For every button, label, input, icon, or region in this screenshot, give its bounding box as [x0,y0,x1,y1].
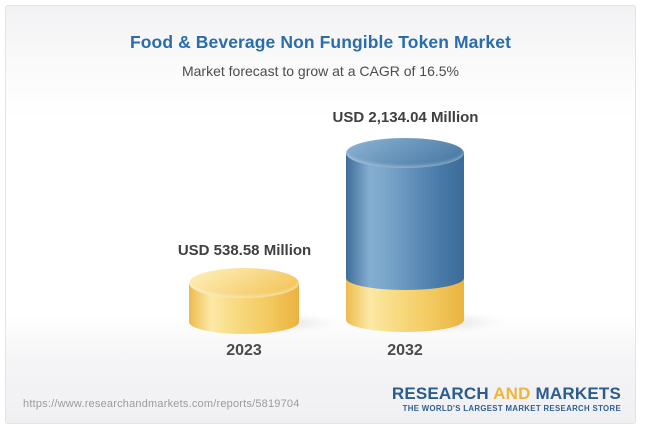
chart-subtitle: Market forecast to grow at a CAGR of 16.… [181,63,459,79]
chart-title: Food & Beverage Non Fungible Token Marke… [129,32,512,52]
bar-2032-top-cap [346,138,464,168]
logo-word-markets: MARKETS [535,384,621,403]
report-url: https://www.researchandmarkets.com/repor… [23,398,300,410]
bar-2032 [346,138,464,332]
logo-word-research: RESEARCH [391,384,489,403]
value-label-2023: USD 538.58 Million [177,242,312,259]
x-axis-label-2032: 2032 [387,342,423,359]
x-axis-label-2023: 2023 [226,342,262,359]
research-and-markets-logo: RESEARCH AND MARKETS THE WORLD'S LARGEST… [391,384,621,413]
bar-2023 [189,268,299,334]
logo-tagline: THE WORLD'S LARGEST MARKET RESEARCH STOR… [402,403,621,413]
bar-2032-growth-segment [346,153,464,290]
logo-word-and: AND [493,384,531,403]
chart-card: Food & Beverage Non Fungible Token Marke… [5,5,636,424]
logo-wordmark: RESEARCH AND MARKETS [391,384,621,404]
value-label-2032: USD 2,134.04 Million [332,109,479,126]
bar-2023-top-cap [189,268,299,298]
